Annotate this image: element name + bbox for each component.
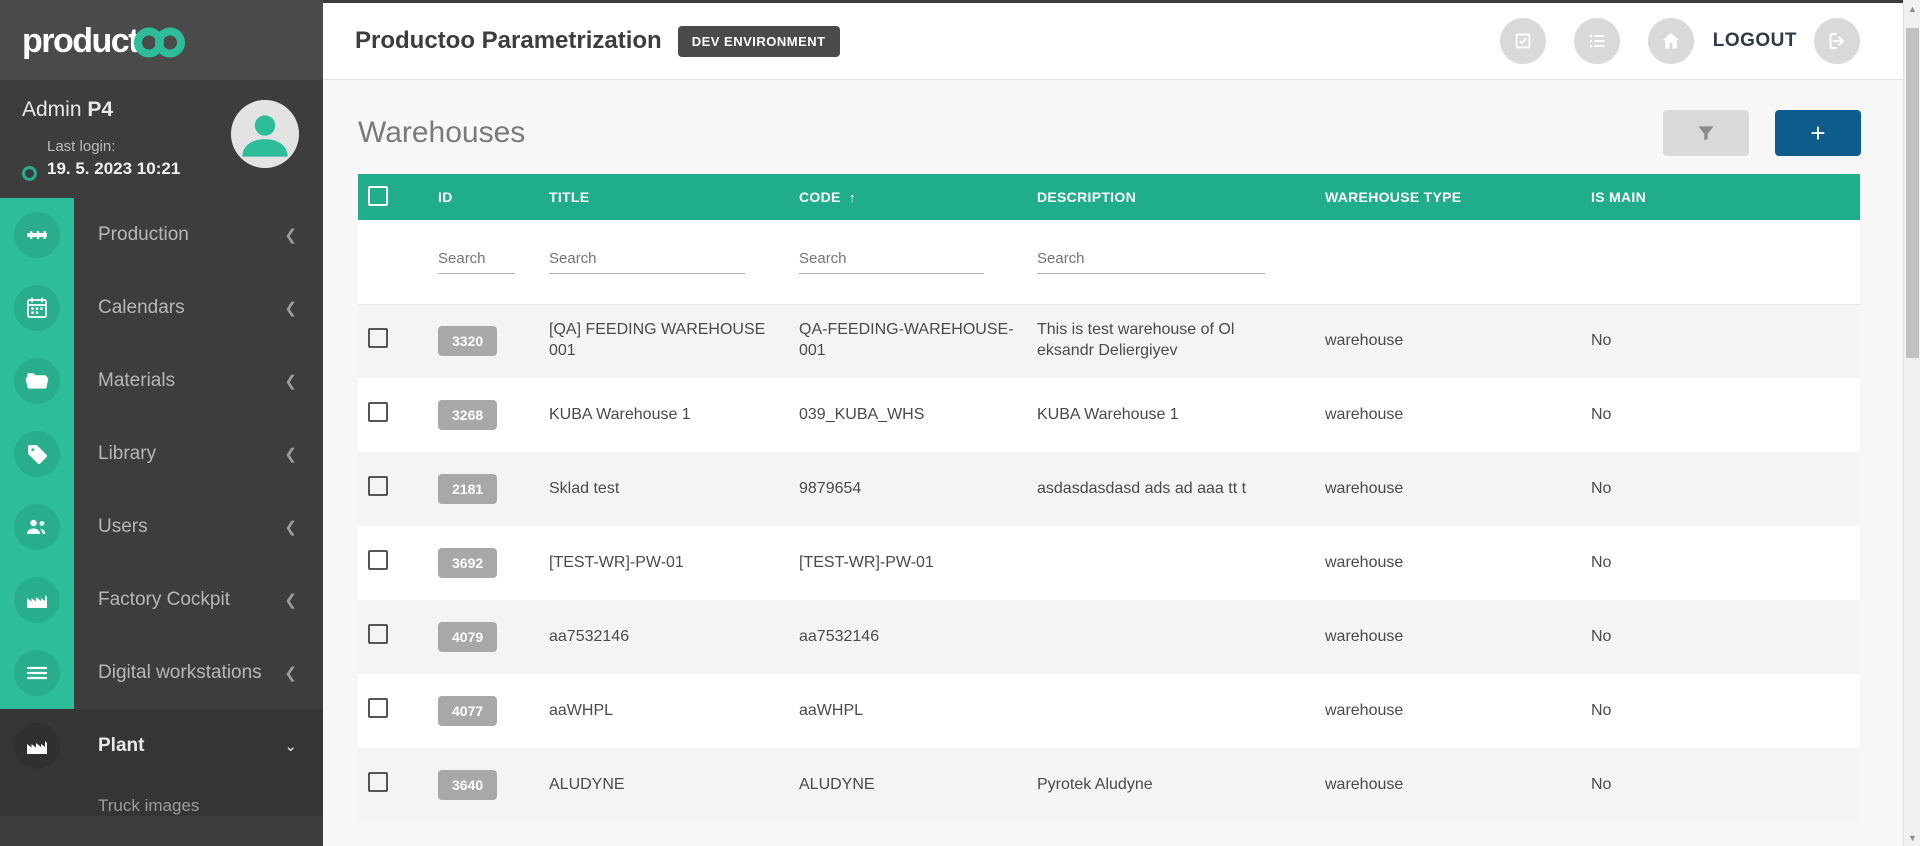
svg-text:product: product (22, 22, 139, 60)
